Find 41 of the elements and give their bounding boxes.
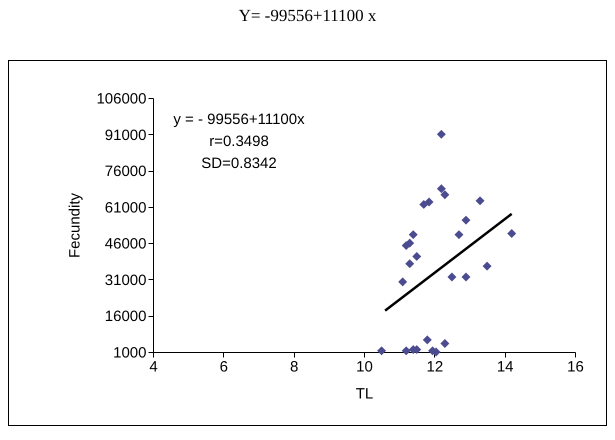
point (436, 184, 446, 194)
y-tick-label: 76000 (104, 163, 146, 180)
point (377, 346, 386, 356)
point (436, 130, 446, 139)
point (462, 272, 470, 282)
y-tick-label: 46000 (104, 236, 146, 253)
x-tick-label: 4 (149, 358, 158, 376)
point (440, 190, 450, 200)
y-tick-label: 91000 (104, 126, 146, 144)
chart-title: Y= -99556+11100 x (238, 6, 378, 26)
x-tick-label: 14 (496, 358, 514, 376)
point (440, 339, 450, 348)
x-tick-label: 6 (220, 358, 228, 376)
y-tick-label: 31000 (104, 272, 146, 289)
annotation: y = - 99556+11100x (173, 111, 306, 128)
point (398, 277, 408, 286)
y-tick-label: 106000 (96, 90, 146, 108)
point (408, 230, 418, 240)
annotation: r=0.3498 (209, 133, 269, 150)
y-tick-label: 16000 (104, 308, 146, 326)
point (462, 216, 470, 225)
point (476, 196, 485, 206)
x-tick-label: 12 (426, 358, 444, 376)
y-tick-label: 61000 (104, 199, 146, 216)
annotation: SD=0.8342 (201, 155, 277, 172)
y-axis-title: Fecundity (66, 192, 84, 258)
point (507, 228, 516, 238)
point (454, 230, 464, 240)
x-tick-label: 10 (356, 358, 373, 376)
point (412, 252, 422, 261)
point (405, 259, 414, 268)
point (447, 272, 456, 282)
x-axis-title: TL (356, 386, 374, 402)
y-tick-label: 1000 (113, 344, 146, 362)
x-tick-label: 8 (290, 358, 298, 376)
point (424, 198, 434, 206)
point (422, 335, 432, 344)
point (482, 262, 492, 271)
x-tick-label: 16 (567, 358, 584, 376)
point (402, 346, 411, 356)
point (419, 200, 428, 209)
